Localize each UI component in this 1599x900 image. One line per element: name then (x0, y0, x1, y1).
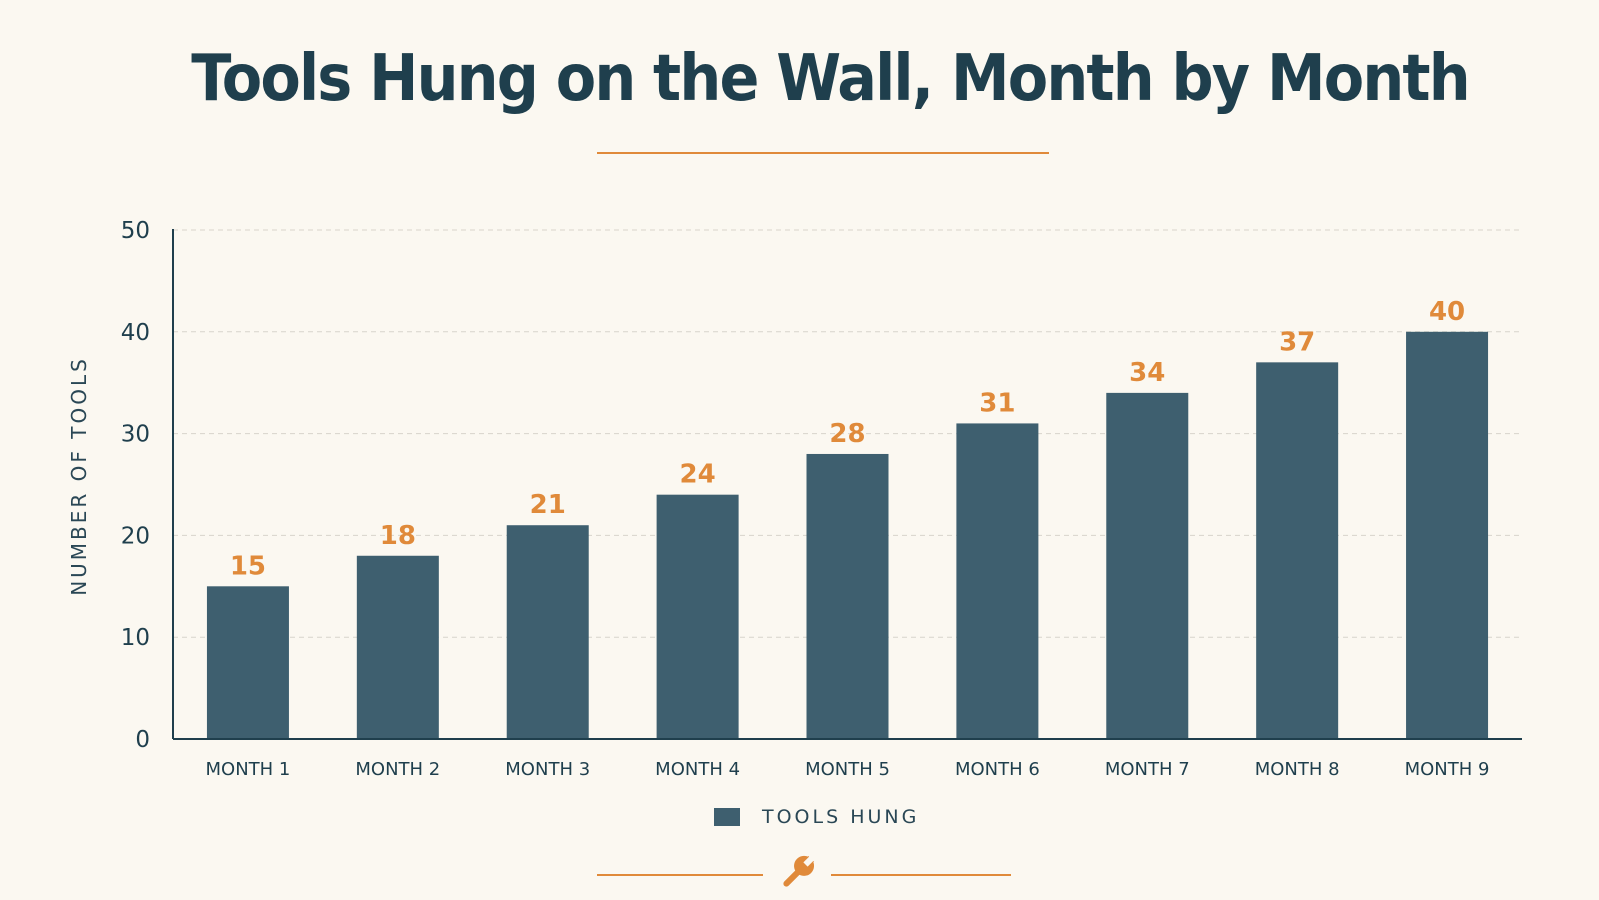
bar-6 (956, 423, 1039, 739)
data-label: 31 (979, 388, 1015, 418)
bar-5 (806, 453, 889, 739)
y-tick-label: 0 (135, 727, 150, 753)
x-tick-label: MONTH 5 (805, 759, 890, 780)
bar-2 (356, 555, 439, 739)
bar-3 (506, 525, 589, 739)
x-tick-label: MONTH 4 (655, 759, 740, 780)
y-tick-label: 20 (121, 523, 150, 549)
legend-swatch (714, 808, 740, 826)
footer-line-right (831, 874, 1011, 876)
x-tick-label: MONTH 7 (1105, 759, 1190, 780)
chart-title: Tools Hung on the Wall, Month by Month (191, 42, 1470, 116)
legend: TOOLS HUNG (714, 805, 919, 829)
data-label: 24 (680, 460, 716, 490)
wrench-icon (783, 855, 815, 887)
y-tick-label: 50 (121, 218, 150, 244)
data-label: 40 (1429, 297, 1465, 327)
data-label: 21 (530, 490, 566, 520)
data-label: 28 (829, 419, 865, 449)
y-axis-title: NUMBER OF TOOLS (67, 356, 91, 596)
bar-9 (1406, 331, 1489, 739)
x-tick-label: MONTH 1 (206, 759, 291, 780)
title-area: Tools Hung on the Wall, Month by Month (0, 0, 1599, 140)
y-tick-label: 40 (121, 320, 150, 346)
title-underline (597, 152, 1049, 154)
x-tick-label: MONTH 3 (505, 759, 590, 780)
data-label: 15 (230, 551, 266, 581)
y-tick-label: 30 (121, 422, 150, 448)
x-tick-label: MONTH 6 (955, 759, 1040, 780)
data-label: 34 (1129, 358, 1165, 388)
x-tick-label: MONTH 2 (355, 759, 440, 780)
x-tick-label: MONTH 9 (1405, 759, 1490, 780)
bar-7 (1106, 392, 1189, 739)
footer-line-left (597, 874, 763, 876)
bar-8 (1256, 362, 1339, 739)
x-tick-label: MONTH 8 (1255, 759, 1340, 780)
data-label: 37 (1279, 327, 1315, 357)
bar-4 (656, 494, 739, 739)
data-label: 18 (380, 521, 416, 551)
bar-1 (206, 586, 289, 739)
legend-label: TOOLS HUNG (762, 806, 920, 828)
y-tick-label: 10 (121, 625, 150, 651)
